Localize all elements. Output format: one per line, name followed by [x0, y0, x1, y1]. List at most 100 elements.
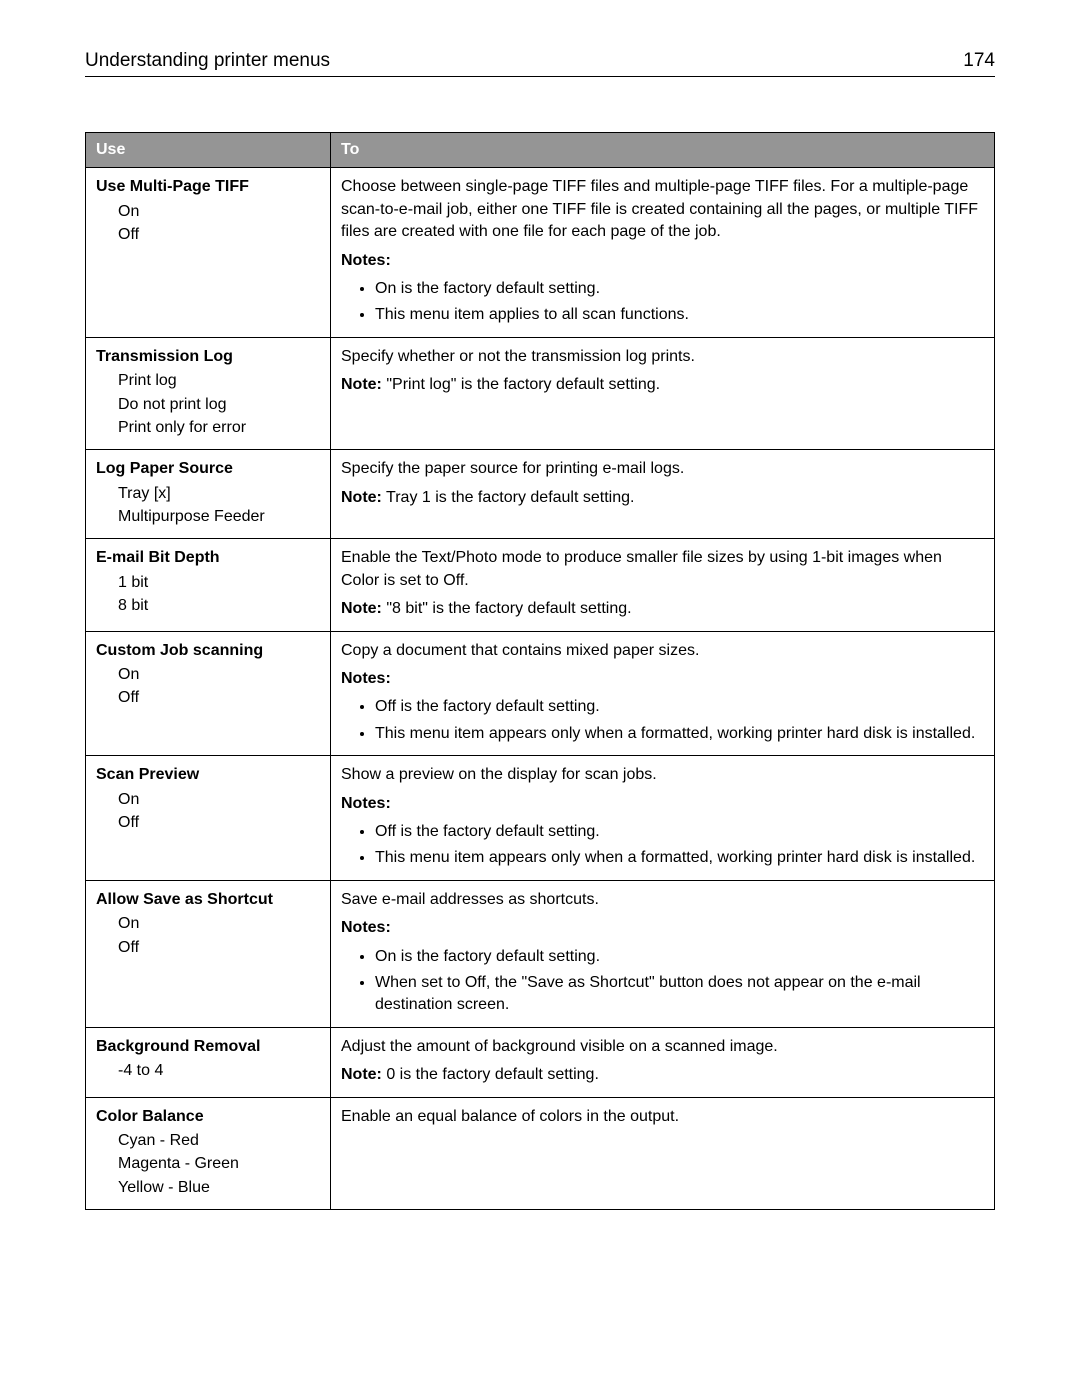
use-option: Magenta - Green: [118, 1153, 320, 1175]
use-option: On: [118, 201, 320, 223]
use-title: Custom Job scanning: [96, 640, 320, 662]
use-options: On Off: [118, 789, 320, 835]
use-option: Off: [118, 812, 320, 834]
use-cell: Use Multi-Page TIFF On Off: [86, 168, 331, 337]
use-cell: E-mail Bit Depth 1 bit 8 bit: [86, 539, 331, 631]
table-row: Transmission Log Print log Do not print …: [86, 337, 995, 450]
notes-list: On is the factory default setting. When …: [341, 946, 984, 1017]
use-option: On: [118, 789, 320, 811]
use-cell: Background Removal -4 to 4: [86, 1027, 331, 1097]
desc-text: Enable the Text/Photo mode to produce sm…: [341, 547, 984, 592]
table-row: Color Balance Cyan - Red Magenta - Green…: [86, 1097, 995, 1210]
use-title: Color Balance: [96, 1106, 320, 1128]
table-row: Log Paper Source Tray [x] Multipurpose F…: [86, 450, 995, 539]
use-option: Off: [118, 687, 320, 709]
use-option: 8 bit: [118, 595, 320, 617]
page-header: Understanding printer menus 174: [85, 50, 995, 77]
note-item: On is the factory default setting.: [375, 278, 984, 300]
col-header-use: Use: [86, 133, 331, 168]
to-cell: Show a preview on the display for scan j…: [331, 756, 995, 881]
table-row: Custom Job scanning On Off Copy a docume…: [86, 631, 995, 756]
table-row: Allow Save as Shortcut On Off Save e-mai…: [86, 880, 995, 1027]
use-options: -4 to 4: [118, 1060, 320, 1082]
use-cell: Scan Preview On Off: [86, 756, 331, 881]
use-title: Transmission Log: [96, 346, 320, 368]
use-options: 1 bit 8 bit: [118, 572, 320, 618]
note-label: Note:: [341, 1066, 382, 1083]
use-option: Cyan - Red: [118, 1130, 320, 1152]
use-title: Background Removal: [96, 1036, 320, 1058]
notes-list: Off is the factory default setting. This…: [341, 696, 984, 745]
use-cell: Custom Job scanning On Off: [86, 631, 331, 756]
use-option: 1 bit: [118, 572, 320, 594]
note-line: Note: Tray 1 is the factory default sett…: [341, 487, 984, 509]
menu-table: Use To Use Multi-Page TIFF On Off Choose…: [85, 132, 995, 1210]
page-number: 174: [963, 50, 995, 72]
use-option: -4 to 4: [118, 1060, 320, 1082]
use-option: Print log: [118, 370, 320, 392]
use-option: Off: [118, 224, 320, 246]
use-options: Print log Do not print log Print only fo…: [118, 370, 320, 439]
note-item: When set to Off, the "Save as Shortcut" …: [375, 972, 984, 1017]
notes-heading: Notes:: [341, 793, 984, 815]
note-line: Note: "Print log" is the factory default…: [341, 374, 984, 396]
desc-text: Choose between single-page TIFF files an…: [341, 176, 984, 243]
use-option: Print only for error: [118, 417, 320, 439]
note-label: Note:: [341, 376, 382, 393]
desc-text: Specify the paper source for printing e-…: [341, 458, 984, 480]
use-title: Allow Save as Shortcut: [96, 889, 320, 911]
use-options: On Off: [118, 664, 320, 710]
use-option: Yellow - Blue: [118, 1177, 320, 1199]
table-row: Scan Preview On Off Show a preview on th…: [86, 756, 995, 881]
notes-list: Off is the factory default setting. This…: [341, 821, 984, 870]
use-option: Do not print log: [118, 394, 320, 416]
notes-heading: Notes:: [341, 250, 984, 272]
note-item: On is the factory default setting.: [375, 946, 984, 968]
note-label: Note:: [341, 489, 382, 506]
to-cell: Specify whether or not the transmission …: [331, 337, 995, 450]
use-title: Scan Preview: [96, 764, 320, 786]
to-cell: Enable the Text/Photo mode to produce sm…: [331, 539, 995, 631]
use-option: Tray [x]: [118, 483, 320, 505]
use-cell: Log Paper Source Tray [x] Multipurpose F…: [86, 450, 331, 539]
use-options: On Off: [118, 201, 320, 247]
use-cell: Allow Save as Shortcut On Off: [86, 880, 331, 1027]
use-option: On: [118, 664, 320, 686]
use-title: Log Paper Source: [96, 458, 320, 480]
header-title: Understanding printer menus: [85, 50, 330, 72]
use-title: Use Multi-Page TIFF: [96, 176, 320, 198]
notes-heading: Notes:: [341, 917, 984, 939]
use-option: Off: [118, 937, 320, 959]
table-row: Background Removal -4 to 4 Adjust the am…: [86, 1027, 995, 1097]
notes-list: On is the factory default setting. This …: [341, 278, 984, 327]
use-option: On: [118, 913, 320, 935]
note-item: Off is the factory default setting.: [375, 821, 984, 843]
desc-text: Enable an equal balance of colors in the…: [341, 1106, 984, 1128]
page-container: Understanding printer menus 174 Use To U…: [0, 0, 1080, 1270]
desc-text: Copy a document that contains mixed pape…: [341, 640, 984, 662]
note-item: Off is the factory default setting.: [375, 696, 984, 718]
use-cell: Color Balance Cyan - Red Magenta - Green…: [86, 1097, 331, 1210]
note-text: "Print log" is the factory default setti…: [382, 376, 660, 393]
use-options: On Off: [118, 913, 320, 959]
to-cell: Save e-mail addresses as shortcuts. Note…: [331, 880, 995, 1027]
use-options: Tray [x] Multipurpose Feeder: [118, 483, 320, 529]
note-line: Note: "8 bit" is the factory default set…: [341, 598, 984, 620]
to-cell: Copy a document that contains mixed pape…: [331, 631, 995, 756]
table-row: Use Multi-Page TIFF On Off Choose betwee…: [86, 168, 995, 337]
to-cell: Specify the paper source for printing e-…: [331, 450, 995, 539]
desc-text: Show a preview on the display for scan j…: [341, 764, 984, 786]
notes-heading: Notes:: [341, 668, 984, 690]
table-header-row: Use To: [86, 133, 995, 168]
use-title: E-mail Bit Depth: [96, 547, 320, 569]
note-item: This menu item appears only when a forma…: [375, 723, 984, 745]
note-item: This menu item applies to all scan funct…: [375, 304, 984, 326]
col-header-to: To: [331, 133, 995, 168]
desc-text: Adjust the amount of background visible …: [341, 1036, 984, 1058]
use-cell: Transmission Log Print log Do not print …: [86, 337, 331, 450]
use-options: Cyan - Red Magenta - Green Yellow - Blue: [118, 1130, 320, 1199]
note-label: Note:: [341, 600, 382, 617]
desc-text: Save e-mail addresses as shortcuts.: [341, 889, 984, 911]
note-text: "8 bit" is the factory default setting.: [382, 600, 632, 617]
to-cell: Enable an equal balance of colors in the…: [331, 1097, 995, 1210]
